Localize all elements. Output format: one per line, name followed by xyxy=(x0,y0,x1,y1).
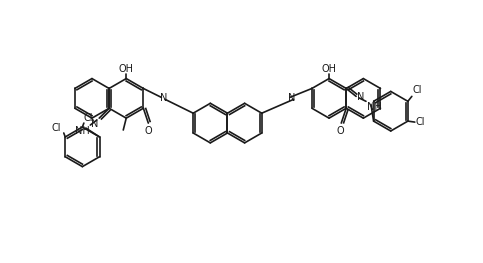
Text: OH: OH xyxy=(322,64,337,74)
Text: O: O xyxy=(144,126,152,136)
Text: N: N xyxy=(91,119,99,129)
Text: OH: OH xyxy=(119,64,134,74)
Text: NH: NH xyxy=(74,126,89,136)
Text: NH: NH xyxy=(367,102,382,112)
Text: Cl: Cl xyxy=(413,85,422,95)
Text: Cl: Cl xyxy=(84,113,93,123)
Text: N: N xyxy=(357,92,365,102)
Text: Cl: Cl xyxy=(416,117,425,127)
Text: N: N xyxy=(159,93,167,103)
Text: O: O xyxy=(337,126,344,136)
Text: Cl: Cl xyxy=(52,123,61,133)
Text: N: N xyxy=(288,93,296,103)
